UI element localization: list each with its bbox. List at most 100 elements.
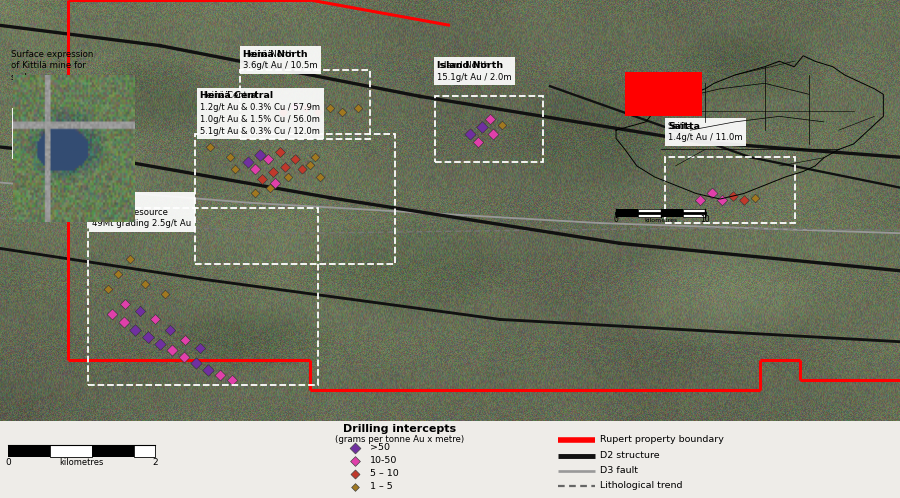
Point [302, 161, 317, 169]
Point [347, 444, 362, 452]
Point [248, 189, 262, 197]
Point [463, 130, 477, 138]
Bar [625, 72, 702, 117]
Text: Ikkari
Inferred Resource
49Mt grading 2.5g/t Au: Ikkari Inferred Resource 49Mt grading 2.… [92, 196, 191, 228]
Text: >50: >50 [370, 443, 390, 452]
Point [148, 315, 162, 323]
Point [241, 158, 256, 166]
Text: 0: 0 [614, 216, 618, 225]
Point [295, 165, 310, 173]
Bar [616, 209, 638, 217]
Point [128, 326, 142, 334]
Point [335, 108, 349, 116]
Point [212, 371, 227, 379]
Point [117, 318, 131, 326]
Point [310, 108, 325, 116]
Bar [134, 445, 155, 457]
Point [748, 194, 762, 202]
Point [715, 196, 729, 204]
Point [288, 103, 302, 111]
Text: kilometres: kilometres [59, 458, 104, 467]
Text: 2: 2 [152, 458, 158, 467]
Point [225, 376, 239, 384]
Text: Drilling intercepts: Drilling intercepts [344, 424, 456, 434]
Point [228, 165, 242, 173]
Point [313, 173, 328, 181]
Text: Heinä Central
1.2g/t Au & 0.3% Cu / 57.9m
1.0g/t Au & 1.5% Cu / 56.0m
5.1g/t Au : Heinä Central 1.2g/t Au & 0.3% Cu / 57.9… [200, 91, 320, 135]
Point [158, 290, 172, 298]
Point [255, 175, 269, 183]
Point [308, 153, 322, 161]
Point [73, 138, 87, 146]
Point [281, 173, 295, 181]
Point [693, 196, 707, 204]
Point [725, 192, 740, 200]
Point [266, 168, 280, 176]
Point [486, 130, 500, 138]
Point [471, 138, 485, 146]
Text: 10: 10 [700, 216, 710, 225]
Bar [195, 134, 395, 263]
Text: Lithological trend: Lithological trend [600, 482, 682, 491]
Point [273, 148, 287, 156]
Point [176, 353, 191, 361]
Text: Heinä South: Heinä South [15, 112, 80, 121]
Point [278, 163, 293, 171]
Point [118, 300, 132, 308]
Point [202, 143, 217, 151]
Text: 5 – 10: 5 – 10 [370, 470, 399, 479]
Point [138, 280, 152, 288]
Text: Heinä North
3.6g/t Au / 10.5m: Heinä North 3.6g/t Au / 10.5m [243, 50, 318, 71]
Point [253, 151, 267, 159]
Text: Heinä Central: Heinä Central [200, 91, 273, 100]
Text: kilometres: kilometres [644, 219, 677, 224]
Point [495, 121, 509, 128]
Point [189, 359, 203, 367]
Bar [50, 445, 92, 457]
Point [288, 155, 302, 163]
Point [111, 270, 125, 278]
Point [248, 165, 262, 173]
Point [275, 108, 290, 116]
Bar [88, 208, 318, 385]
Point [153, 340, 167, 348]
Point [261, 155, 275, 163]
Point [133, 307, 148, 315]
Text: Saitta
1.4g/t Au / 11.0m: Saitta 1.4g/t Au / 11.0m [668, 122, 742, 142]
Text: 10-50: 10-50 [370, 456, 398, 466]
Point [193, 344, 207, 352]
Point [223, 153, 238, 161]
Text: Ikkari: Ikkari [92, 196, 122, 205]
Bar [661, 209, 683, 217]
Text: Island North: Island North [437, 61, 503, 70]
Point [347, 483, 362, 491]
Point [705, 189, 719, 197]
Point [323, 105, 338, 113]
Point [351, 105, 365, 113]
Point [178, 336, 193, 344]
Point [101, 285, 115, 293]
Text: 1 – 5: 1 – 5 [370, 483, 392, 492]
Bar [665, 157, 795, 223]
Bar [435, 96, 543, 162]
Text: Surface expression
of Kittilä mine for
scale: Surface expression of Kittilä mine for s… [11, 50, 93, 82]
Point [165, 346, 179, 354]
Point [475, 123, 490, 131]
Text: Island North
15.1g/t Au / 2.0m: Island North 15.1g/t Au / 2.0m [437, 61, 511, 82]
Bar [240, 70, 370, 139]
Point [104, 310, 119, 318]
Text: (grams per tonne Au x metre): (grams per tonne Au x metre) [336, 435, 464, 444]
Point [63, 143, 77, 151]
Point [482, 115, 497, 123]
Text: D2 structure: D2 structure [600, 451, 660, 460]
Point [83, 145, 97, 153]
Point [347, 457, 362, 465]
Bar [638, 209, 661, 217]
Point [347, 470, 362, 478]
Point [299, 105, 313, 113]
Bar [92, 445, 134, 457]
Point [140, 333, 155, 341]
Text: D3 fault: D3 fault [600, 467, 638, 476]
Text: Heinä South
1215g/t Au / 0.5m
162g/t Au / 1.0m
5.2g/t Au / 9.5m: Heinä South 1215g/t Au / 0.5m 162g/t Au … [15, 112, 91, 156]
Point [268, 179, 283, 187]
